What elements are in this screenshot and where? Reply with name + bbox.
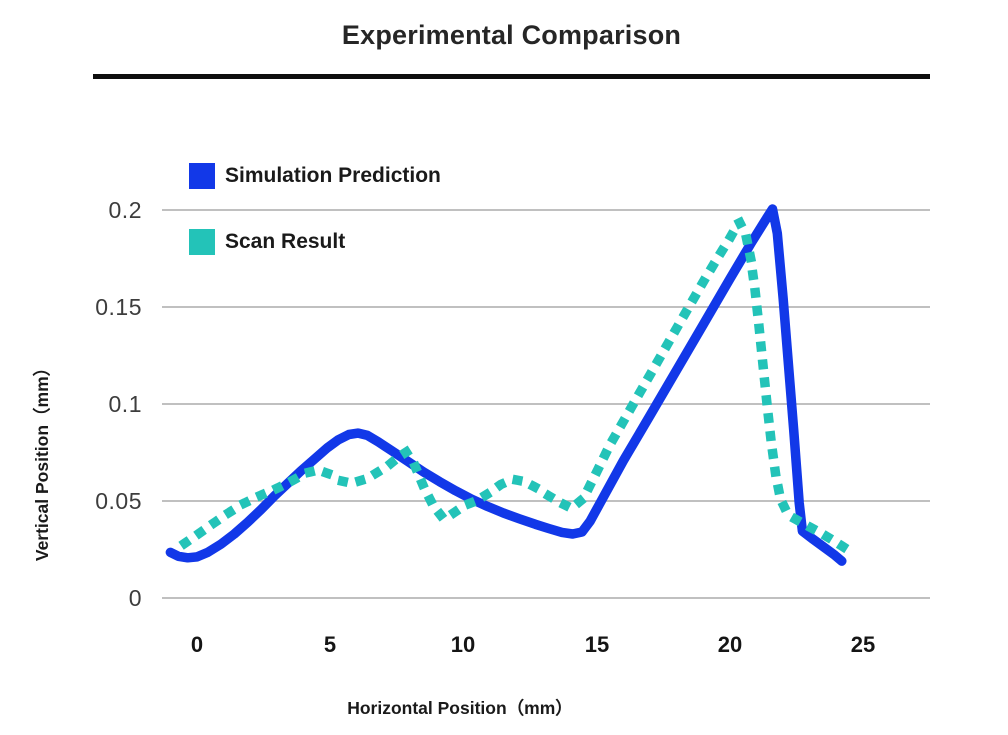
legend-label-scan-result: Scan Result — [225, 229, 346, 253]
x-tick-label: 25 — [850, 632, 876, 657]
y-tick-label: 0.2 — [108, 197, 142, 223]
x-tick-label: 10 — [450, 632, 476, 657]
y-tick-label: 0 — [128, 585, 142, 611]
legend-swatch-simulation-prediction — [189, 162, 215, 189]
legend: Simulation Prediction Scan Result — [189, 162, 441, 255]
legend-item-scan-result: Scan Result — [189, 228, 441, 255]
legend-item-simulation-prediction: Simulation Prediction — [189, 162, 441, 189]
legend-label-simulation-prediction: Simulation Prediction — [225, 163, 441, 187]
x-tick-label: 0 — [190, 632, 204, 657]
y-tick-label: 0.15 — [95, 294, 142, 320]
x-tick-label: 15 — [584, 632, 610, 657]
x-tick-label: 5 — [323, 632, 337, 657]
series-line-simulation-prediction — [165, 204, 847, 566]
y-axis-title: Vertical Position（mm） — [32, 358, 52, 562]
x-tick-label: 20 — [717, 632, 743, 657]
series-line-scan-result — [178, 211, 861, 563]
title-rule-line — [93, 74, 930, 79]
x-axis-title: Horizontal Position（mm） — [347, 698, 573, 718]
legend-swatch-scan-result — [189, 228, 215, 255]
y-tick-label: 0.1 — [108, 391, 142, 417]
chart-title: Experimental Comparison — [341, 20, 682, 50]
y-tick-label: 0.05 — [95, 488, 142, 514]
